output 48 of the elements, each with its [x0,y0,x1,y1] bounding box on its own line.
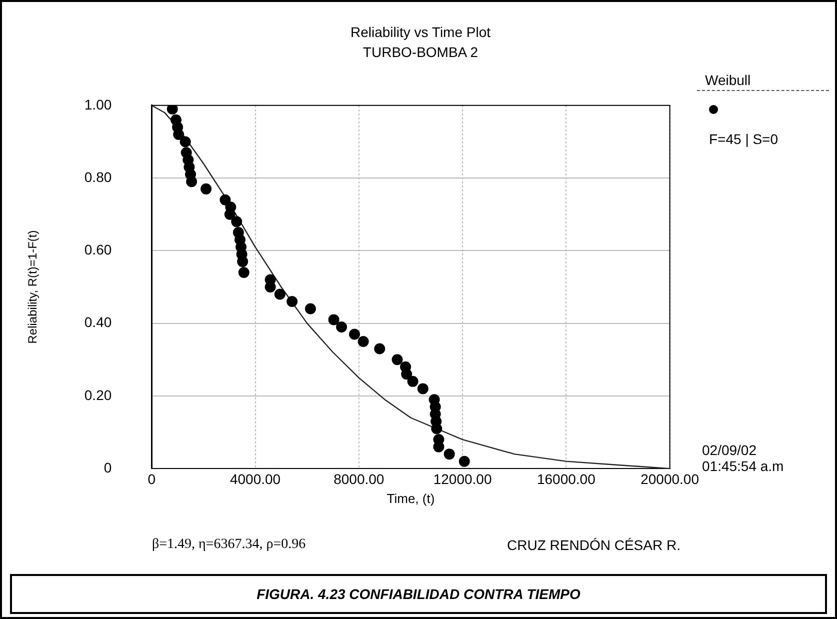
point [274,288,286,300]
point [358,336,369,347]
point [328,314,340,326]
point [374,343,386,354]
x-axis-title: Time, (t) [386,490,435,506]
point [444,448,455,460]
point [401,368,412,380]
chart-subtitle: TURBO-BOMBA 2 [362,44,480,60]
point [431,423,442,434]
chart-title: Reliability vs Time Plot [349,24,492,40]
y-tick-label: 0.60 [84,242,112,258]
y-axis-title: Reliability, R(t)=1-F(t) [26,230,40,344]
text: F=45 | S=0 [709,131,780,147]
point [224,208,236,220]
point [349,328,360,340]
point [392,354,403,366]
point [220,194,231,206]
point [186,176,198,188]
text: CRUZ RENDÓN CÉSAR R. [507,537,680,553]
point [200,183,212,194]
point [407,376,418,387]
point [231,216,242,228]
y-tick-label: 0.80 [84,168,112,185]
point [304,303,316,314]
y-tick-label: 0.20 [84,386,112,403]
point [173,128,184,140]
point [166,105,178,115]
y-tick-label: 0 [104,459,112,476]
text: FIGURA. 4.23 CONFIABILIDAD CONTRA TIEMPO [10,574,827,614]
x-tick-label: 16000.00 [536,470,596,487]
point [417,383,428,394]
y-tick-label: 1.00 [84,96,112,112]
text: 02/09/02 01:45:54 a.m [702,442,784,474]
x-tick-label: 8000.00 [334,470,384,487]
y-tick-label: 0.40 [84,314,112,330]
point [286,296,298,308]
point [336,321,348,332]
x-tick-label: 12000.00 [433,470,492,487]
x-tick-label: 20000.00 [640,470,700,487]
point [458,456,470,467]
point [238,266,250,278]
point [237,256,248,268]
text: β=1.49, η=6367.34, ρ=0.96 [152,537,306,553]
x-tick-label: 4000.00 [230,470,281,487]
point [264,282,276,292]
x-tick-label: 0 [148,470,156,487]
legend-title: Weibull [697,70,829,91]
point [180,136,191,148]
